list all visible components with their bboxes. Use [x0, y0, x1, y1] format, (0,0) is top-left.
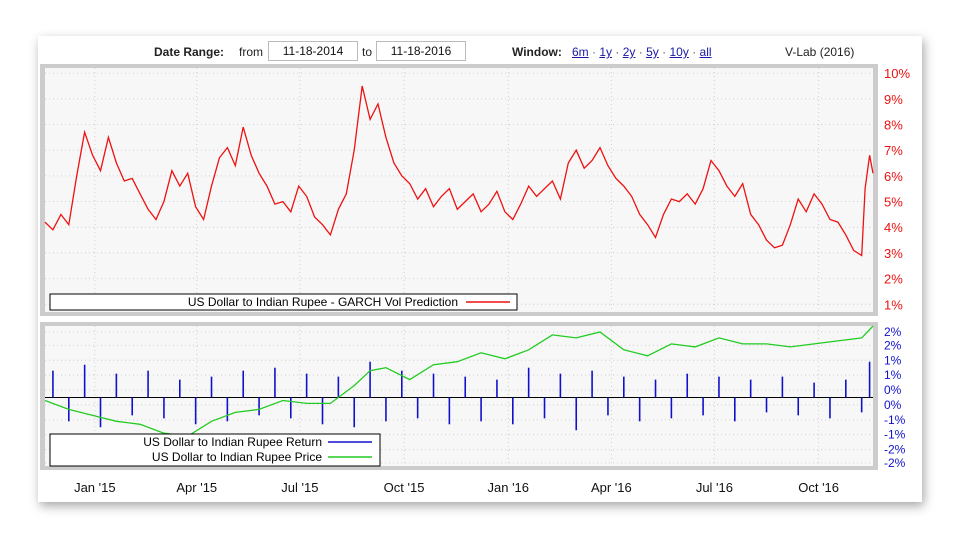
bottom-y-tick-label: 2% — [884, 325, 902, 339]
top-y-tick-label: 7% — [884, 143, 903, 158]
top-y-tick-label: 6% — [884, 169, 903, 184]
bottom-y-tick-label: -2% — [884, 456, 906, 470]
returns-series — [52, 361, 871, 431]
top-y-tick-label: 3% — [884, 246, 903, 261]
top-y-axis: 1% 2% 3% 4% 5% 6% 7% 8% 9% 10% — [884, 66, 910, 312]
bottom-legend: US Dollar to Indian Rupee Return US Doll… — [49, 433, 381, 467]
bottom-y-tick-label: 1% — [884, 368, 902, 382]
bottom-y-tick-label: 0% — [884, 398, 902, 412]
top-y-tick-label: 9% — [884, 92, 903, 107]
window-link-1y[interactable]: 1y — [599, 45, 613, 59]
window-link-6m[interactable]: 6m — [572, 45, 589, 59]
top-y-tick-label: 2% — [884, 272, 903, 287]
x-tick-label: Jan '15 — [74, 480, 116, 495]
top-grid — [45, 68, 873, 312]
from-date-input[interactable]: 11-18-2014 — [268, 41, 358, 61]
top-y-tick-label: 1% — [884, 297, 903, 312]
window-link-10y[interactable]: 10y — [669, 45, 689, 59]
x-tick-label: Oct '16 — [798, 480, 839, 495]
chart-header: Date Range: from 11-18-2014 to 11-18-201… — [38, 39, 922, 65]
bottom-y-tick-label: -1% — [884, 428, 906, 442]
bottom-y-tick-label: 2% — [884, 338, 902, 352]
window-label: Window: — [512, 45, 562, 59]
legend-price-label: US Dollar to Indian Rupee Price — [152, 450, 322, 464]
x-axis: Jan '15 Apr '15 Jul '15 Oct '15 Jan '16 Apr '… — [74, 480, 839, 495]
top-y-tick-label: 10% — [884, 66, 910, 81]
x-tick-label: Apr '15 — [176, 480, 217, 495]
bottom-y-tick-label: -1% — [884, 413, 906, 427]
legend-vol-label: US Dollar to Indian Rupee - GARCH Vol Pr… — [188, 295, 458, 309]
top-y-tick-label: 4% — [884, 220, 903, 235]
window-link-5y[interactable]: 5y — [646, 45, 659, 59]
legend-returns-label: US Dollar to Indian Rupee Return — [143, 435, 322, 449]
x-tick-label: Jan '16 — [488, 480, 530, 495]
top-legend: US Dollar to Indian Rupee - GARCH Vol Pr… — [49, 293, 518, 311]
bottom-y-tick-label: 0% — [884, 383, 902, 397]
bottom-y-tick-label: -2% — [884, 443, 906, 457]
x-tick-label: Apr '16 — [591, 480, 632, 495]
from-label: from — [239, 45, 263, 59]
window-link-all[interactable]: all — [699, 45, 712, 59]
x-tick-label: Jul '16 — [696, 480, 733, 495]
vol-line — [44, 85, 874, 257]
window-link-2y[interactable]: 2y — [622, 45, 636, 59]
date-range-label: Date Range: — [154, 45, 225, 59]
to-label: to — [362, 45, 373, 59]
bottom-y-tick-label: 1% — [884, 353, 902, 367]
bottom-y-axis: 2%2%1%1%0%0%-1%-1%-2%-2% — [884, 325, 906, 470]
top-plot-area — [45, 68, 873, 312]
to-date-input[interactable]: 11-18-2016 — [376, 41, 466, 61]
top-y-tick-label: 5% — [884, 195, 903, 210]
window-links: 6m · 1y · 2y · 5y · 10y · all — [572, 45, 712, 59]
vlab-credit: V-Lab (2016) — [785, 45, 855, 59]
top-y-tick-label: 8% — [884, 118, 903, 133]
x-tick-label: Oct '15 — [384, 480, 425, 495]
x-tick-label: Jul '15 — [281, 480, 318, 495]
